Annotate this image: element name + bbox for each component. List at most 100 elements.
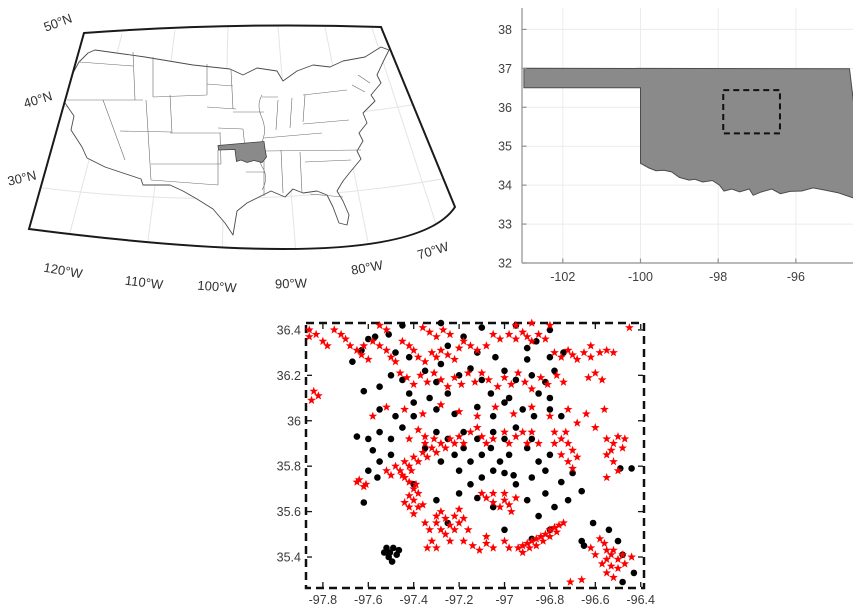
red-star-marker [323, 341, 332, 350]
red-star-marker [409, 452, 419, 461]
red-star-marker [420, 518, 430, 527]
black-dot-marker [501, 399, 508, 406]
red-star-marker [482, 438, 491, 448]
red-star-marker [527, 384, 537, 393]
red-star-marker [518, 327, 528, 336]
red-star-marker [420, 432, 430, 441]
red-star-marker [488, 329, 498, 339]
red-star-marker [416, 370, 425, 379]
black-dot-marker [564, 496, 572, 504]
red-star-marker [488, 488, 498, 498]
red-star-marker [445, 329, 455, 339]
red-star-marker [443, 382, 453, 391]
black-dot-marker [380, 549, 388, 556]
red-star-marker [627, 552, 636, 561]
black-dot-marker [437, 319, 445, 327]
y-tick-label: 36 [498, 101, 512, 115]
red-star-marker [506, 507, 516, 516]
red-star-marker [606, 445, 616, 454]
black-dot-marker [444, 342, 452, 350]
black-dot-marker [580, 542, 588, 549]
red-star-marker [454, 343, 464, 352]
red-star-marker [314, 391, 323, 400]
black-dot-marker [523, 444, 531, 452]
black-dot-marker [365, 435, 372, 443]
red-star-marker [482, 538, 491, 548]
red-star-marker [441, 443, 450, 452]
black-dot-marker [546, 326, 554, 334]
red-star-marker [404, 461, 414, 470]
red-star-marker [432, 518, 441, 527]
red-star-marker [500, 536, 509, 545]
map-frame [27, 24, 457, 251]
red-star-marker [613, 466, 623, 475]
black-dot-marker [535, 390, 542, 397]
red-star-marker [441, 529, 450, 538]
red-star-marker [572, 452, 582, 461]
red-star-marker [527, 536, 537, 545]
red-star-marker [418, 500, 428, 509]
red-star-marker [382, 345, 391, 355]
red-star-marker [466, 427, 475, 436]
red-star-marker [436, 375, 446, 384]
red-star-marker [413, 425, 423, 434]
map-grid-labels: 50°N 40°N 30°N 120°W 110°W 100°W 90°W 80… [6, 11, 451, 296]
black-dot-marker [451, 410, 458, 418]
black-dot-marker [512, 424, 520, 431]
red-star-marker [518, 547, 528, 557]
black-dot-marker [501, 526, 508, 534]
red-star-marker [368, 336, 378, 345]
black-dot-marker [365, 467, 372, 475]
black-dot-marker [405, 353, 413, 361]
red-star-marker [427, 348, 437, 357]
red-star-marker [470, 377, 480, 386]
x-tick-label: -100 [628, 270, 653, 284]
black-dot-marker [528, 474, 536, 481]
red-star-marker [443, 350, 453, 359]
red-star-marker [391, 357, 400, 366]
y-tick-label: 34 [498, 179, 512, 193]
black-dot-marker [492, 353, 499, 361]
red-star-marker [527, 427, 537, 436]
oklahoma-polygon [523, 67, 853, 199]
red-star-marker [429, 434, 439, 443]
red-star-marker [584, 373, 593, 382]
red-star-marker [357, 350, 366, 359]
red-star-marker [400, 404, 409, 414]
black-dot-marker [385, 553, 393, 561]
black-dot-marker [474, 494, 481, 502]
black-dot-marker [387, 435, 395, 443]
red-star-marker [395, 368, 405, 377]
red-star-marker [552, 527, 562, 536]
red-star-marker [568, 463, 577, 473]
x-tick-label: -97.8 [309, 593, 338, 607]
red-star-marker [409, 379, 419, 389]
red-star-marker [407, 466, 416, 475]
black-dot-marker [478, 324, 486, 331]
black-dot-marker [501, 469, 508, 477]
black-dot-marker [405, 390, 413, 397]
red-star-marker [556, 352, 566, 361]
red-star-marker [534, 329, 543, 339]
red-star-marker [352, 345, 362, 355]
red-star-marker [309, 386, 319, 395]
red-star-marker [504, 500, 514, 509]
red-star-marker [609, 572, 618, 582]
black-dot-marker [530, 412, 538, 420]
black-dot-marker [421, 367, 429, 375]
x-tick-label: -102 [550, 270, 575, 284]
black-dot-marker [535, 458, 542, 465]
red-star-marker [311, 329, 321, 339]
red-star-marker [472, 411, 482, 420]
black-dot-marker [390, 544, 397, 552]
red-star-marker [613, 563, 623, 573]
black-dot-marker [387, 372, 395, 379]
red-star-marker [404, 491, 414, 500]
black-dot-marker [478, 376, 486, 384]
y-tick-label: 36.4 [277, 323, 301, 337]
y-tick-label: 35.6 [277, 505, 301, 519]
lat-label-30n: 30°N [6, 167, 38, 188]
red-star-marker [459, 438, 468, 448]
red-star-marker [511, 334, 521, 343]
black-dot-marker [505, 394, 513, 402]
